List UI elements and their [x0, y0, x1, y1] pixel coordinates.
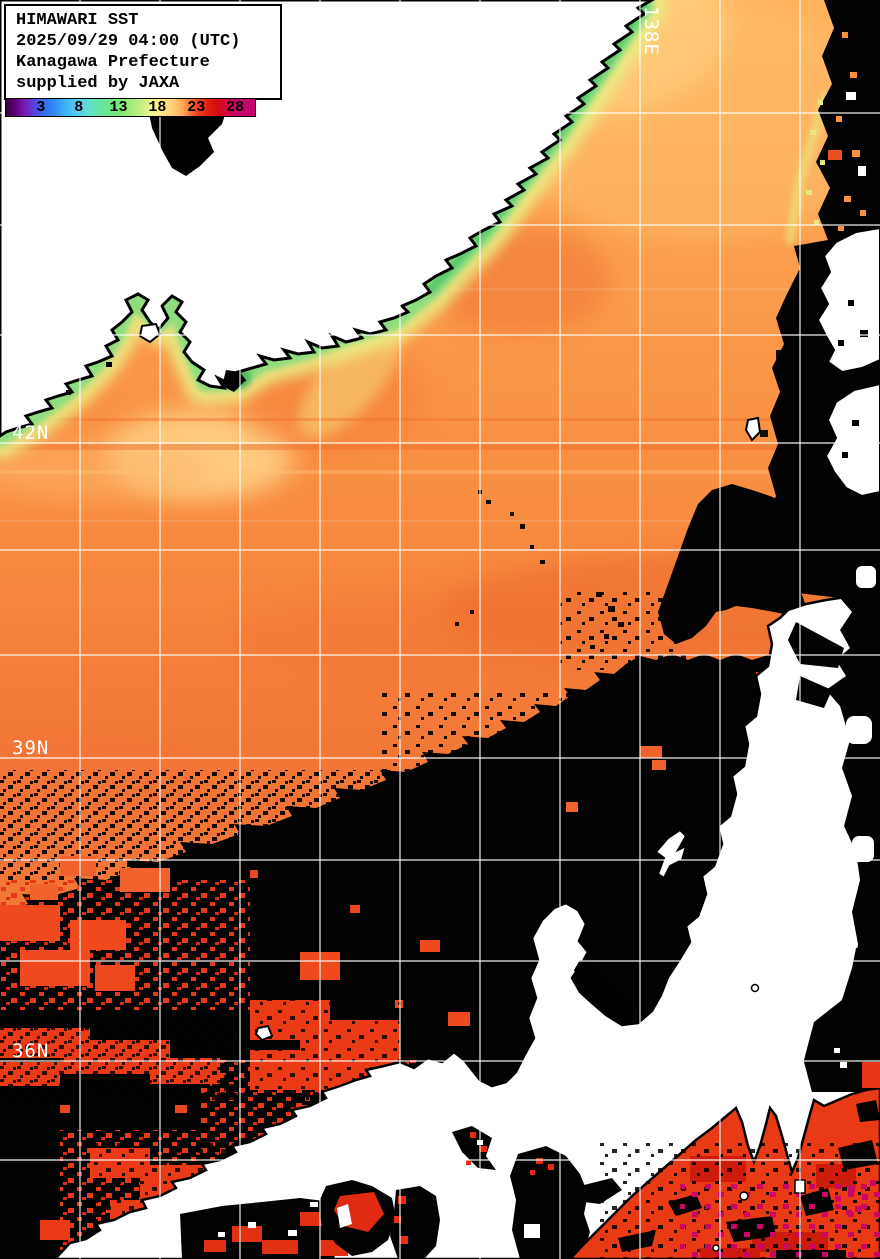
kuroshio-warm-zone	[568, 1062, 880, 1259]
okushiri-island	[744, 416, 762, 442]
colorbar-tick: 3	[36, 99, 46, 116]
latitude-label-42n: 42N	[12, 422, 50, 444]
colorbar-tick: 28	[226, 99, 245, 116]
title-supplier: supplied by JAXA	[16, 74, 180, 93]
land-hokkaido	[816, 226, 880, 862]
title-box: HIMAWARI SST 2025/09/29 04:00 (UTC) Kana…	[4, 4, 282, 100]
toyama-bay-nodata	[574, 960, 634, 1018]
colorbar-tick: 23	[187, 99, 206, 116]
colorbar-tick: 13	[109, 99, 128, 116]
sado-island	[654, 828, 688, 880]
land-honshu	[53, 591, 880, 1259]
colorbar-tick: 18	[148, 99, 167, 116]
sst-colorbar: 3 8 13 18 23 28	[5, 98, 256, 117]
title-product: HIMAWARI SST	[16, 11, 139, 30]
oki-island	[254, 1024, 274, 1042]
islands	[254, 416, 762, 1042]
latitude-label-39n: 39N	[12, 737, 50, 759]
south-coast-bays	[180, 1126, 622, 1259]
title-datetime: 2025/09/29 04:00 (UTC)	[16, 32, 241, 51]
colorbar-tick: 8	[74, 99, 84, 116]
title-recipient: Kanagawa Prefecture	[16, 53, 210, 72]
latitude-label-36n: 36N	[12, 1040, 50, 1062]
longitude-label-138e: 138E	[640, 6, 662, 56]
